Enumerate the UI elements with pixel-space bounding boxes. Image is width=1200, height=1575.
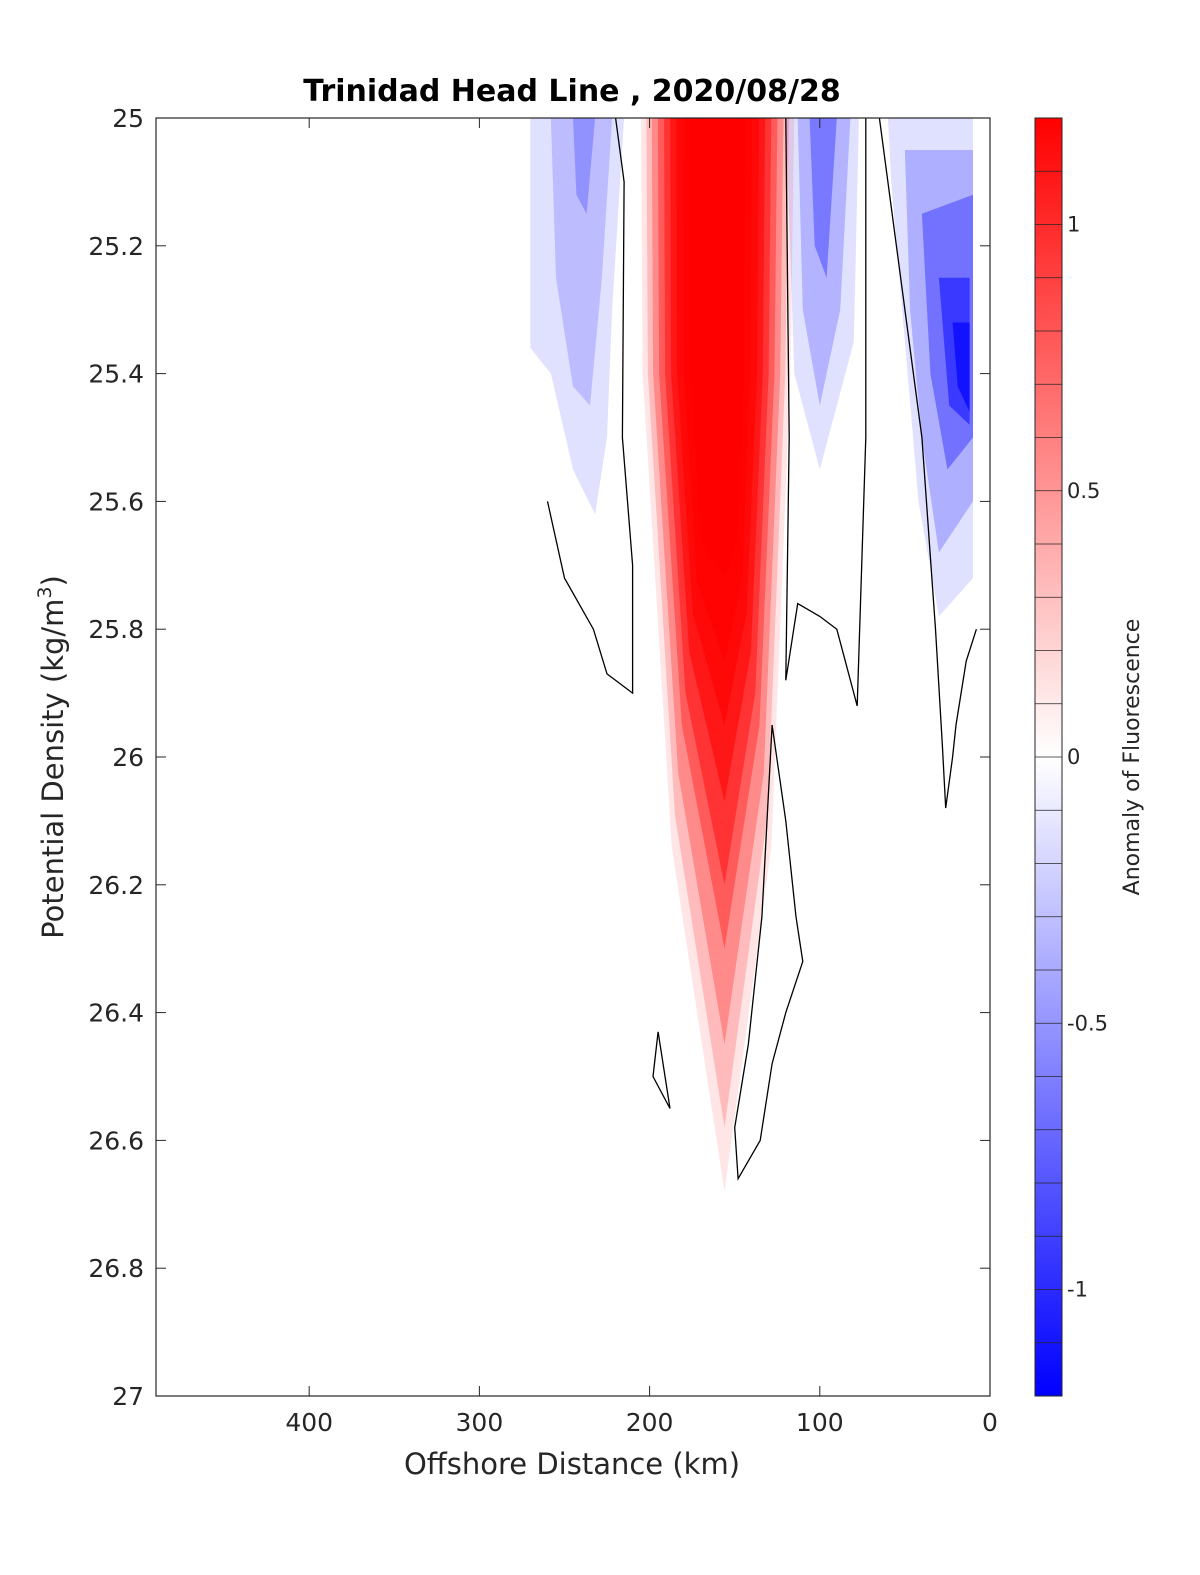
- negative-anomaly-band: [550, 118, 613, 406]
- plot-area: [156, 118, 990, 1396]
- chart-title: Trinidad Head Line , 2020/08/28: [303, 74, 840, 109]
- y-tick-label: 26.8: [88, 1254, 144, 1283]
- zero-contour-line: [652, 1031, 671, 1109]
- y-tick-label: 25: [112, 104, 144, 133]
- colorbar-label: Anomaly of Fluorescence: [1120, 619, 1145, 896]
- colorbar-tick-label: 0.5: [1067, 479, 1100, 503]
- y-tick-label: 25.6: [88, 487, 144, 516]
- zero-contour-line: [546, 118, 634, 695]
- y-tick-label: 27: [112, 1382, 144, 1411]
- x-axis: 400 300 200 100 0: [285, 118, 998, 1437]
- zero-contour-line: [785, 118, 867, 707]
- zero-contour-line: [878, 118, 978, 809]
- positive-anomaly-band: [704, 118, 731, 454]
- x-tick-label: 300: [456, 1408, 504, 1437]
- negative-anomaly-band: [952, 322, 970, 412]
- x-tick-label: 0: [982, 1408, 998, 1437]
- negative-anomaly-band: [809, 118, 837, 278]
- negative-anomaly-band: [530, 118, 625, 515]
- zero-contour-layer: [546, 118, 978, 1181]
- x-tick-label: 100: [796, 1408, 844, 1437]
- zero-contour-line: [734, 724, 804, 1181]
- y-tick-label: 26.2: [88, 871, 144, 900]
- y-tick-label: 25.2: [88, 232, 144, 261]
- colorbar-frame: [1034, 117, 1063, 1397]
- colorbar-tick-label: 1: [1067, 213, 1080, 237]
- y-axis-label: Potential Density (kg/m3): [34, 575, 70, 939]
- colorbar-tick-label: -0.5: [1067, 1011, 1108, 1035]
- x-tick-label: 400: [285, 1408, 333, 1437]
- negative-anomaly-band: [904, 150, 973, 553]
- colorbar-level-lines: [1035, 170, 1062, 1344]
- negative-anomaly-band: [887, 118, 973, 617]
- negative-anomaly-band: [785, 118, 859, 470]
- y-tick-label: 25.8: [88, 615, 144, 644]
- y-axis-label-superscript: 3: [34, 586, 56, 598]
- y-axis-label-main: Potential Density (kg/m: [36, 599, 70, 939]
- x-axis-label: Offshore Distance (km): [404, 1447, 740, 1481]
- colorbar: 1 0.5 0 -0.5 -1 Anomaly of Fluorescence: [1034, 117, 1145, 1397]
- y-tick-label: 25.4: [88, 360, 144, 389]
- negative-anomaly-band: [573, 118, 596, 214]
- y-axis: 25 25.2 25.4 25.6 25.8 26 26.2 26.4 26.6 26.8 27: [88, 104, 990, 1411]
- negative-anomaly-band: [797, 118, 851, 406]
- y-axis-label-end: ): [36, 575, 70, 586]
- colorbar-ticks: 1 0.5 0 -0.5 -1: [1067, 213, 1108, 1302]
- y-tick-label: 26: [112, 743, 144, 772]
- y-tick-label: 26.4: [88, 999, 144, 1028]
- colorbar-tick-label: -1: [1067, 1278, 1088, 1302]
- anomaly-fill-layer: [530, 118, 973, 1192]
- x-tick-label: 200: [626, 1408, 674, 1437]
- colorbar-tick-label: 0: [1067, 745, 1080, 769]
- y-tick-label: 26.6: [88, 1126, 144, 1155]
